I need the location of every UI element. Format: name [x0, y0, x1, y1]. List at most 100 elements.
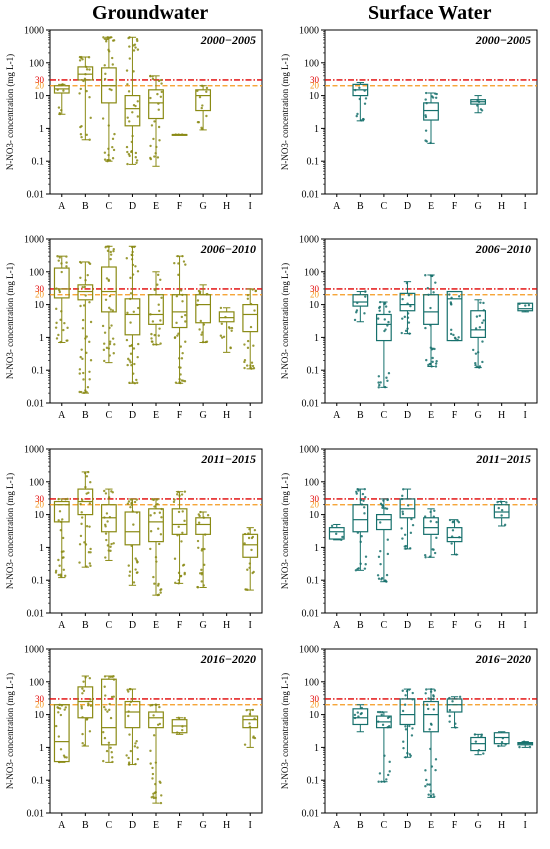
- sample-point: [363, 487, 366, 491]
- sample-point: [357, 489, 360, 492]
- sample-point: [157, 334, 160, 337]
- sample-point: [197, 521, 201, 524]
- sample-point: [57, 711, 60, 714]
- sample-point: [429, 794, 433, 798]
- threshold-label: 30: [35, 694, 45, 704]
- sample-point: [176, 490, 180, 494]
- sample-point: [381, 723, 385, 727]
- sample-point: [410, 734, 414, 737]
- y-tick-label: 0.1: [307, 366, 320, 377]
- sample-point: [330, 524, 334, 528]
- x-tick-label: G: [199, 201, 206, 212]
- sample-point: [383, 318, 386, 321]
- x-tick-label: C: [106, 201, 113, 212]
- sample-point: [103, 359, 106, 363]
- sample-point: [243, 542, 246, 545]
- sample-point: [85, 475, 89, 478]
- sample-point: [129, 292, 133, 295]
- x-tick-label: C: [106, 620, 113, 631]
- sample-point: [88, 502, 92, 505]
- x-tick-label: I: [249, 620, 252, 631]
- y-tick-label: 1000: [299, 235, 319, 246]
- x-tick-label: G: [474, 201, 481, 212]
- sample-point: [85, 565, 88, 568]
- x-tick-label: A: [58, 620, 66, 631]
- sample-point: [159, 533, 163, 536]
- sample-point: [473, 733, 477, 736]
- sample-point: [500, 508, 504, 512]
- sample-point: [198, 291, 202, 295]
- sample-point: [403, 703, 407, 706]
- sample-point: [129, 700, 133, 704]
- box-iqr: [352, 504, 369, 533]
- box-C: [100, 488, 117, 561]
- y-axis-label: N-NO3- concentration (mg L-1): [280, 473, 290, 589]
- sample-point: [78, 92, 81, 95]
- sample-point: [85, 718, 89, 721]
- sample-point: [362, 118, 365, 121]
- sample-point: [181, 531, 184, 535]
- sample-point: [252, 736, 255, 739]
- sample-point: [82, 391, 86, 395]
- sample-point: [205, 90, 208, 93]
- box-F: [446, 290, 463, 342]
- sample-point: [57, 573, 60, 577]
- sample-point: [458, 536, 461, 539]
- sample-point: [102, 730, 105, 734]
- sample-point: [101, 117, 105, 120]
- sample-point: [153, 333, 156, 337]
- sample-point: [149, 704, 152, 707]
- sample-point: [109, 253, 113, 256]
- box-iqr: [53, 267, 70, 299]
- sample-point: [154, 761, 158, 764]
- sample-point: [426, 703, 429, 707]
- sample-point: [79, 534, 83, 538]
- sample-point: [106, 710, 109, 713]
- chart-gw-2006-2010: 0.01 0.1 1 10 100 1000 A B C D E F G H I N-NO3- concent…: [5, 235, 263, 421]
- sample-point: [429, 324, 432, 327]
- sample-point: [177, 262, 180, 265]
- x-tick-label: H: [498, 410, 505, 421]
- period-title: 2006−2010: [475, 242, 531, 256]
- x-tick-label: B: [82, 410, 89, 421]
- sample-point: [246, 568, 249, 571]
- sample-point: [86, 704, 90, 707]
- sample-point: [135, 571, 139, 575]
- sample-point: [127, 690, 130, 693]
- sample-point: [183, 519, 186, 523]
- sample-point: [111, 309, 115, 312]
- sample-point: [246, 588, 249, 591]
- x-tick-label: A: [58, 820, 66, 831]
- sample-point: [134, 151, 138, 155]
- sample-point: [82, 79, 85, 83]
- x-tick-label: A: [333, 820, 341, 831]
- sample-point: [111, 145, 114, 149]
- sample-point: [408, 332, 411, 335]
- sample-point: [424, 115, 428, 119]
- box-B: [77, 675, 94, 747]
- sample-point: [202, 323, 206, 326]
- box-C: [375, 710, 392, 783]
- sample-point: [364, 290, 367, 293]
- y-tick-label: 10: [34, 710, 44, 721]
- box-iqr: [148, 508, 164, 543]
- sample-point: [105, 346, 109, 350]
- sample-point: [57, 519, 60, 522]
- sample-point: [172, 500, 176, 504]
- sample-point: [112, 678, 116, 681]
- sample-point: [59, 340, 62, 344]
- sample-point: [133, 245, 136, 249]
- sample-point: [58, 111, 61, 115]
- sample-point: [401, 494, 404, 498]
- sample-point: [83, 285, 86, 289]
- sample-point: [130, 140, 133, 144]
- sample-point: [107, 496, 111, 499]
- sample-point: [404, 544, 408, 548]
- sample-point: [246, 364, 249, 367]
- box-G: [195, 510, 212, 589]
- sample-point: [79, 133, 83, 136]
- sample-point: [88, 96, 91, 99]
- y-tick-label: 1000: [24, 645, 44, 656]
- sample-point: [246, 297, 250, 300]
- sample-point: [355, 490, 358, 493]
